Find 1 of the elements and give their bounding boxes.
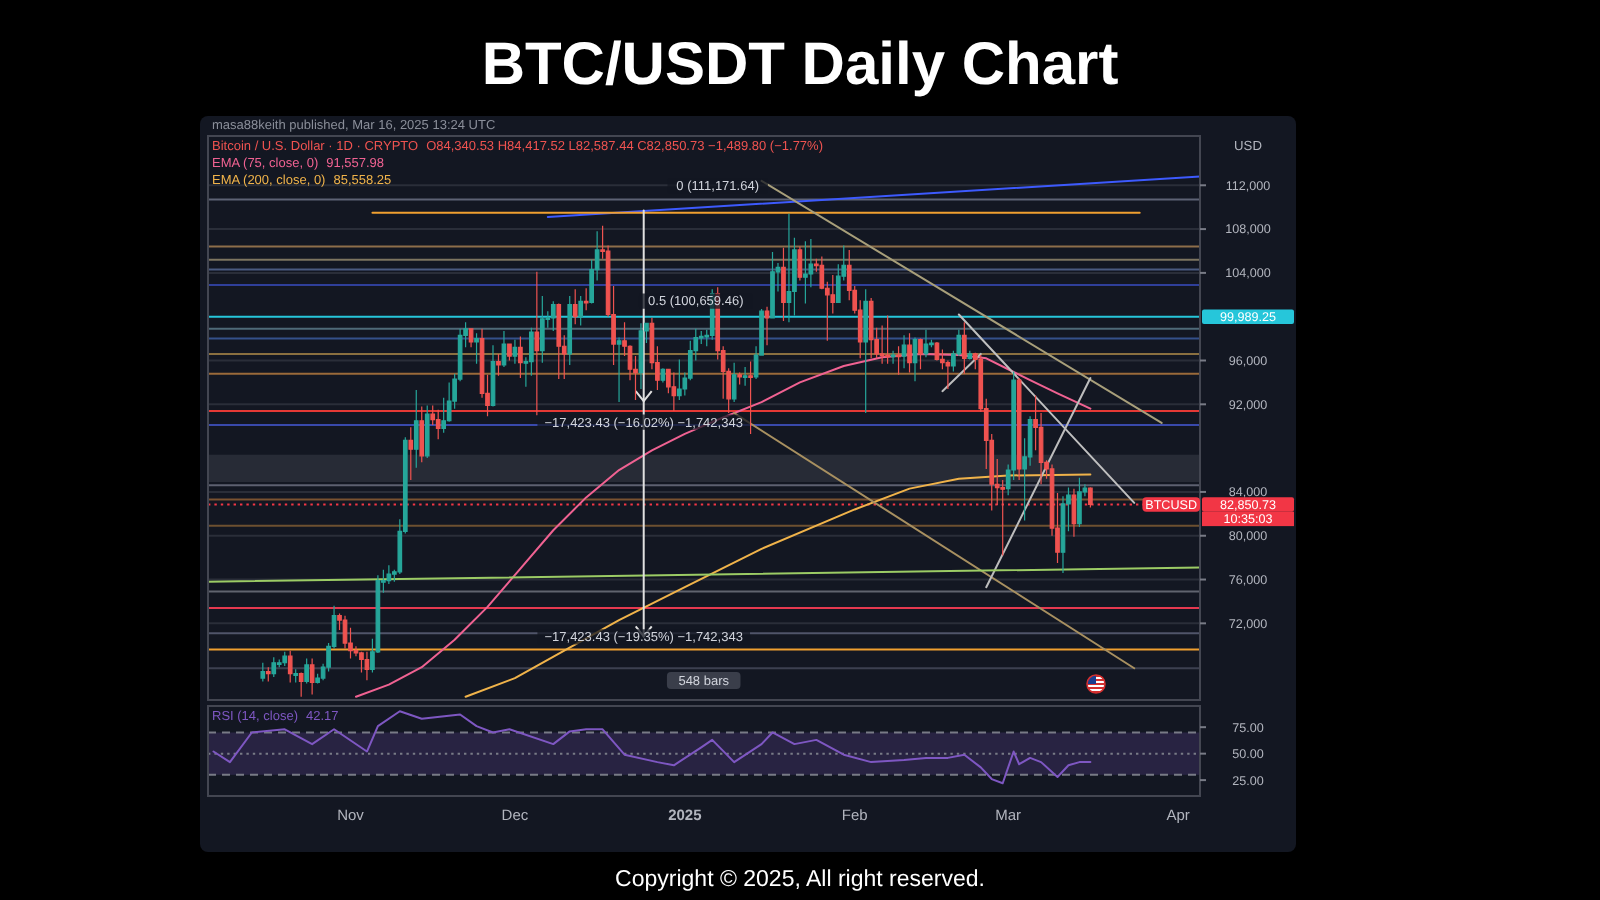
text: Copyright © 2025, All right reserved. bbox=[615, 868, 985, 892]
